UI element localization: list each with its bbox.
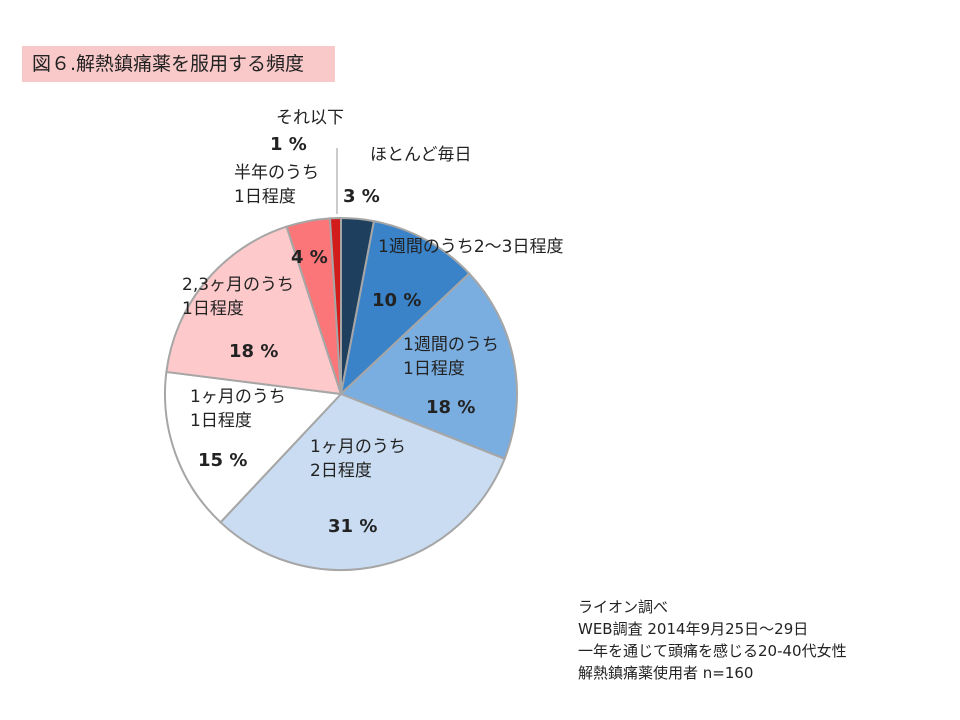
slice-percent-label: 31 %: [328, 516, 377, 537]
slice-percent-label: 4 %: [291, 247, 328, 268]
slice-label: 2,3ヶ月のうち: [182, 275, 294, 295]
slice-label: 2日程度: [310, 461, 372, 481]
source-line: 一年を通じて頭痛を感じる20-40代女性: [578, 642, 847, 660]
slice-label: 1週間のうち: [403, 335, 499, 355]
slice-percent-label: 3 %: [343, 186, 380, 207]
slice-label: それ以下: [276, 108, 344, 128]
chart-title: 図６.解熱鎮痛薬を服用する頻度: [22, 46, 335, 82]
pie-slice: [164, 370, 344, 524]
pie-slice: [328, 216, 342, 395]
source-line: ライオン調べ: [578, 598, 669, 616]
slice-label: ほとんど毎日: [370, 145, 472, 165]
slice-percent-label: 1 %: [270, 134, 307, 155]
slice-label: 1日程度: [403, 359, 465, 379]
source-line: WEB調査 2014年9月25日～29日: [578, 620, 809, 638]
slice-label: 1日程度: [182, 299, 244, 319]
slice-label: 1日程度: [190, 411, 252, 431]
slice-percent-label: 15 %: [198, 450, 247, 471]
slice-label: 半年のうち: [234, 163, 319, 183]
source-line: 解熱鎮痛薬使用者 n=160: [578, 664, 754, 682]
slice-percent-label: 18 %: [229, 341, 278, 362]
slice-label: 1週間のうち2～3日程度: [378, 237, 563, 257]
slice-label: 1ヶ月のうち: [190, 387, 286, 407]
pie-slice: [165, 225, 343, 396]
pie-slice: [219, 392, 506, 571]
source-note: ライオン調べ WEB調査 2014年9月25日～29日 一年を通じて頭痛を感じる…: [578, 596, 847, 684]
pie-slice: [339, 219, 471, 397]
slice-percent-label: 18 %: [426, 397, 475, 418]
slice-label: 1日程度: [234, 187, 296, 207]
pie-slice: [339, 272, 518, 461]
slice-label: 1ヶ月のうち: [310, 437, 406, 457]
slice-percent-label: 10 %: [372, 290, 421, 311]
